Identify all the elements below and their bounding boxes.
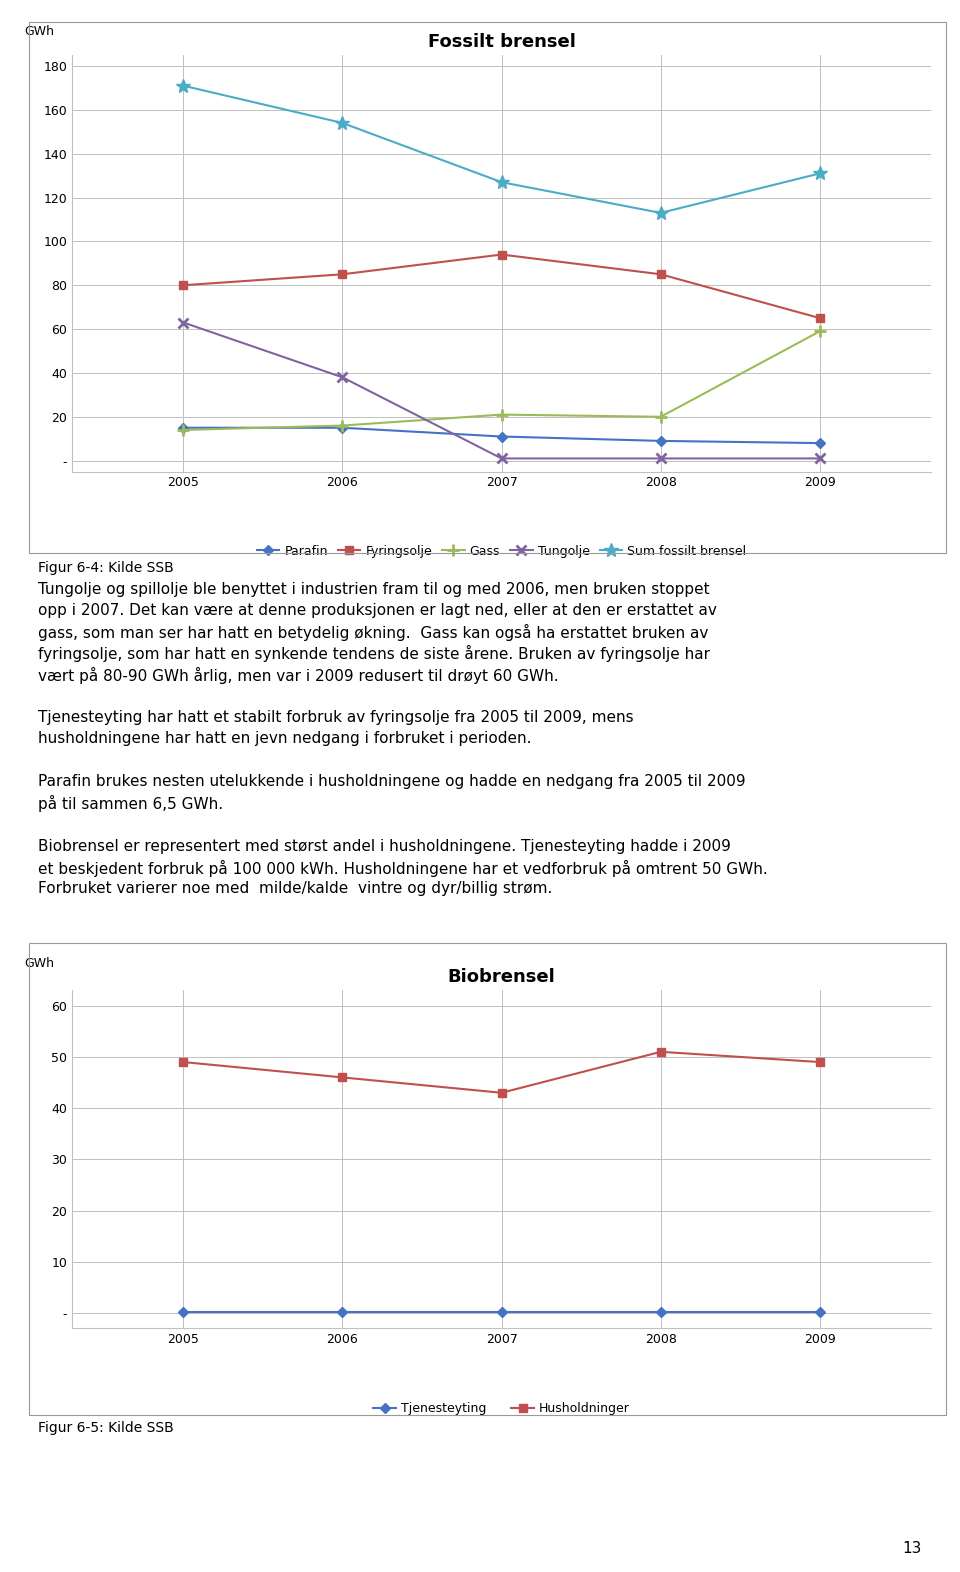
Fyringsolje: [814, 308, 826, 327]
Fyringsolje: [337, 264, 348, 283]
Line: Husholdninger: Husholdninger: [180, 1047, 824, 1097]
Text: Parafin brukes nesten utelukkende i husholdningene og hadde en nedgang fra 2005 : Parafin brukes nesten utelukkende i hush…: [38, 773, 746, 789]
Text: 13: 13: [902, 1541, 922, 1556]
Sum fossilt brensel: [814, 163, 826, 182]
Fyringsolje: [655, 264, 666, 283]
Text: Tungolje og spillolje ble benyttet i industrien fram til og med 2006, men bruken: Tungolje og spillolje ble benyttet i ind…: [38, 582, 710, 597]
Line: Tungolje: Tungolje: [179, 318, 825, 464]
Parafin: [495, 428, 507, 446]
Line: Parafin: Parafin: [180, 424, 824, 446]
Parafin: [337, 418, 348, 437]
Tjenesteyting: [655, 1303, 666, 1322]
Text: opp i 2007. Det kan være at denne produksjonen er lagt ned, eller at den er erst: opp i 2007. Det kan være at denne produk…: [38, 602, 717, 618]
Sum fossilt brensel: [337, 113, 348, 132]
Tungolje: [337, 368, 348, 387]
Text: Forbruket varierer noe med  milde/kalde  vintre og dyr/billig strøm.: Forbruket varierer noe med milde/kalde v…: [38, 880, 553, 896]
Title: Biobrensel: Biobrensel: [447, 968, 556, 986]
Husholdninger: [337, 1067, 348, 1086]
Legend: Tjenesteyting, Husholdninger: Tjenesteyting, Husholdninger: [373, 1402, 630, 1415]
Title: Fossilt brensel: Fossilt brensel: [427, 33, 576, 50]
Fyringsolje: [495, 245, 507, 264]
Line: Sum fossilt brensel: Sum fossilt brensel: [177, 79, 827, 220]
Line: Fyringsolje: Fyringsolje: [180, 250, 824, 322]
Gass: [178, 421, 189, 440]
Husholdninger: [814, 1053, 826, 1072]
Gass: [655, 407, 666, 426]
Text: på til sammen 6,5 GWh.: på til sammen 6,5 GWh.: [38, 795, 224, 813]
Tjenesteyting: [495, 1303, 507, 1322]
Text: GWh: GWh: [25, 957, 55, 970]
Text: Biobrensel er representert med størst andel i husholdningene. Tjenesteyting hadd: Biobrensel er representert med størst an…: [38, 838, 732, 854]
Tjenesteyting: [337, 1303, 348, 1322]
Text: Tjenesteyting har hatt et stabilt forbruk av fyringsolje fra 2005 til 2009, mens: Tjenesteyting har hatt et stabilt forbru…: [38, 709, 634, 725]
Text: Figur 6-4: Kilde SSB: Figur 6-4: Kilde SSB: [38, 561, 174, 575]
Line: Gass: Gass: [178, 325, 826, 435]
Husholdninger: [178, 1053, 189, 1072]
Sum fossilt brensel: [495, 173, 507, 192]
Tjenesteyting: [178, 1303, 189, 1322]
Gass: [814, 322, 826, 341]
Text: gass, som man ser har hatt en betydelig økning.  Gass kan også ha erstattet bruk: gass, som man ser har hatt en betydelig …: [38, 624, 708, 641]
Line: Tjenesteyting: Tjenesteyting: [180, 1309, 824, 1316]
Parafin: [655, 431, 666, 450]
Text: vært på 80-90 GWh årlig, men var i 2009 redusert til drøyt 60 GWh.: vært på 80-90 GWh årlig, men var i 2009 …: [38, 667, 559, 684]
Gass: [337, 417, 348, 435]
Tungolje: [495, 450, 507, 468]
Tungolje: [178, 313, 189, 332]
Text: et beskjedent forbruk på 100 000 kWh. Husholdningene har et vedforbruk på omtren: et beskjedent forbruk på 100 000 kWh. Hu…: [38, 860, 768, 877]
Gass: [495, 406, 507, 424]
Tjenesteyting: [814, 1303, 826, 1322]
Parafin: [178, 418, 189, 437]
Text: fyringsolje, som har hatt en synkende tendens de siste årene. Bruken av fyringso: fyringsolje, som har hatt en synkende te…: [38, 645, 710, 662]
Text: Figur 6-5: Kilde SSB: Figur 6-5: Kilde SSB: [38, 1421, 174, 1435]
Text: GWh: GWh: [25, 25, 55, 38]
Sum fossilt brensel: [655, 203, 666, 222]
Sum fossilt brensel: [178, 77, 189, 96]
Tungolje: [814, 450, 826, 468]
Husholdninger: [495, 1083, 507, 1102]
Legend: Parafin, Fyringsolje, Gass, Tungolje, Sum fossilt brensel: Parafin, Fyringsolje, Gass, Tungolje, Su…: [257, 544, 746, 558]
Fyringsolje: [178, 275, 189, 294]
Tungolje: [655, 450, 666, 468]
Husholdninger: [655, 1042, 666, 1061]
Parafin: [814, 434, 826, 453]
Text: husholdningene har hatt en jevn nedgang i forbruket i perioden.: husholdningene har hatt en jevn nedgang …: [38, 731, 532, 747]
